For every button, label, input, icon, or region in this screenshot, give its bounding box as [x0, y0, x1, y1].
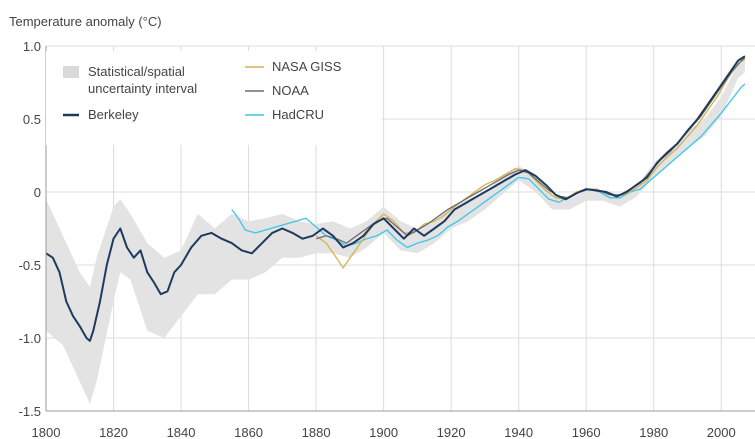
- series-line-hadcru: [231, 83, 746, 249]
- legend-label-nasa-giss: NASA GISS: [272, 59, 342, 74]
- x-tick-label-1840: 1840: [167, 425, 196, 439]
- x-tick-label-1820: 1820: [99, 425, 128, 439]
- legend-box: [46, 51, 381, 145]
- legend-label-noaa: NOAA: [272, 83, 309, 98]
- legend: Statistical/spatial uncertainty interval…: [46, 51, 381, 145]
- x-tick-label-1960: 1960: [572, 425, 601, 439]
- x-tick-label-1880: 1880: [302, 425, 331, 439]
- x-tick-label-1940: 1940: [504, 425, 533, 439]
- y-tick-label-5: -1.5: [19, 404, 41, 419]
- y-tick-label-1: 0.5: [23, 112, 41, 127]
- legend-swatch-uncertainty: [63, 66, 79, 78]
- x-tick-label-2000: 2000: [707, 425, 736, 439]
- axes: 1800 1820 1840 1860 1880 1900 1920 1940 1960 1980…: [19, 39, 755, 439]
- x-tick-label-1980: 1980: [639, 425, 668, 439]
- legend-label-uncertainty-line1: Statistical/spatial: [88, 64, 185, 79]
- legend-series-entries: Berkeley NASA GISS NOAA HadCRU: [63, 59, 342, 122]
- y-axis-label: Temperature anomaly (°C): [9, 14, 162, 29]
- legend-label-berkeley: Berkeley: [88, 107, 139, 122]
- x-tick-label-1920: 1920: [437, 425, 466, 439]
- legend-label-uncertainty-line2: uncertainty interval: [88, 81, 197, 96]
- series-layer: [45, 55, 746, 342]
- x-tick-label-1800: 1800: [32, 425, 61, 439]
- x-tick-label-1900: 1900: [369, 425, 398, 439]
- legend-label-hadcru: HadCRU: [272, 107, 324, 122]
- y-tick-label-3: -0.5: [19, 258, 41, 273]
- y-tick-label-0: 1.0: [23, 39, 41, 54]
- series-line-berkeley: [45, 55, 746, 342]
- y-tick-label-4: -1.0: [19, 331, 41, 346]
- y-tick-label-2: 0: [34, 185, 41, 200]
- x-tick-label-1860: 1860: [234, 425, 263, 439]
